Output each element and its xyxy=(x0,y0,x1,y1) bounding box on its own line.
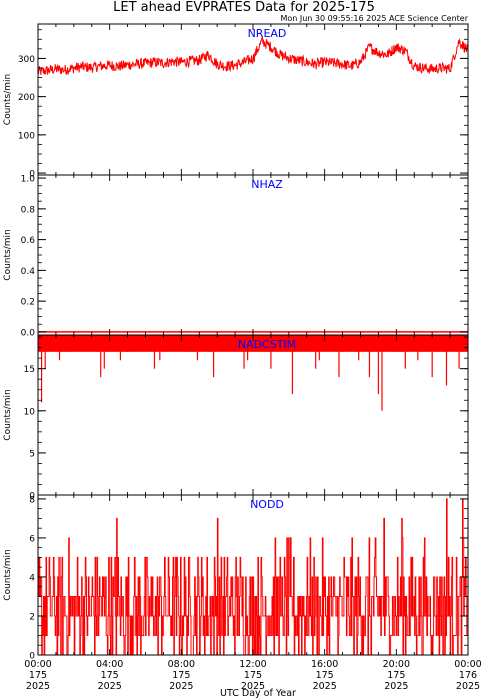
x-tick-label: 2025 xyxy=(26,681,50,692)
x-tick-label: 175 xyxy=(244,670,262,681)
y-tick-label: 2 xyxy=(29,612,35,622)
series-nodd xyxy=(38,498,468,655)
panel-label: NODD xyxy=(250,498,284,511)
nadcstim-band xyxy=(38,335,468,352)
x-tick-label: 12:00 xyxy=(239,659,266,670)
x-tick-label: 00:00 xyxy=(24,659,51,670)
y-tick-label: 8 xyxy=(29,495,35,505)
nodd-line xyxy=(38,498,468,655)
x-tick-label: 04:00 xyxy=(96,659,123,670)
y-tick-label: 200 xyxy=(18,93,35,103)
panel-label: NADCSTIM xyxy=(238,338,296,351)
x-tick-label: 2025 xyxy=(98,681,122,692)
y-tick-label: 0 xyxy=(29,652,35,662)
y-tick-label: 1.0 xyxy=(21,175,36,185)
panel-label: NREAD xyxy=(248,27,287,40)
y-axis-label: Counts/min xyxy=(3,229,13,280)
panel-frame xyxy=(37,334,469,496)
figure-title: LET ahead EVPRATES Data for 2025-175 xyxy=(113,0,375,15)
y-tick-label: 4 xyxy=(29,573,35,583)
nread-line xyxy=(38,36,468,75)
panel-nread: 0 100 200 300 NREAD Counts/min xyxy=(3,23,469,180)
y-tick-label: 0.2 xyxy=(21,298,35,308)
x-tick-label: 175 xyxy=(29,670,47,681)
panel-nadcstim: 0 5 10 15 NADCSTIM Counts/min xyxy=(3,334,469,502)
x-axis-label: UTC Day of Year xyxy=(220,688,296,699)
x-tick-label: 08:00 xyxy=(168,659,195,670)
timestamp: Mon Jun 30 09:55:16 2025 ACE Science Cen… xyxy=(280,14,468,23)
x-tick-label: 2025 xyxy=(313,681,337,692)
x-tick-label: 16:00 xyxy=(311,659,338,670)
y-axis-label: Counts/min xyxy=(3,389,13,440)
y-tick-label: 6 xyxy=(29,534,35,544)
y-tick-label: 100 xyxy=(18,131,35,141)
y-tick-label: 0.0 xyxy=(21,328,36,338)
x-tick-label: 175 xyxy=(316,670,334,681)
x-tick-label: 00:00 xyxy=(454,659,481,670)
y-tick-label: 300 xyxy=(18,55,35,65)
y-tick-label: 15 xyxy=(24,365,35,375)
x-tick-label: 175 xyxy=(172,670,190,681)
y-tick-label: 0.8 xyxy=(21,205,36,215)
panel-label: NHAZ xyxy=(251,178,283,191)
y-tick-label: 0 xyxy=(29,170,35,180)
y-tick-label: 0 xyxy=(29,492,35,502)
x-tick-label: 2025 xyxy=(169,681,193,692)
panel-nhaz: 0.0 0.2 0.4 0.6 0.8 1.0 NHAZ Counts/min xyxy=(3,174,469,338)
x-tick-label: 2025 xyxy=(384,681,408,692)
x-tick-label: 176 xyxy=(459,670,477,681)
x-tick-label: 2025 xyxy=(456,681,480,692)
x-tick-label: 175 xyxy=(101,670,119,681)
series-nadcstim xyxy=(38,335,468,411)
y-tick-label: 10 xyxy=(24,407,36,417)
y-tick-label: 0.4 xyxy=(21,267,36,277)
y-tick-label: 5 xyxy=(29,449,35,459)
x-tick-label: 2025 xyxy=(241,681,265,692)
panel-nodd: 0 2 4 6 8 NODD Counts/min xyxy=(3,494,469,662)
panel-frame xyxy=(37,174,469,336)
series-nread xyxy=(38,36,468,75)
x-tick-label: 175 xyxy=(387,670,405,681)
y-axis-label: Counts/min xyxy=(3,74,13,125)
y-axis-label: Counts/min xyxy=(3,549,13,600)
x-tick-label: 20:00 xyxy=(383,659,410,670)
y-tick-label: 0.6 xyxy=(21,236,36,246)
